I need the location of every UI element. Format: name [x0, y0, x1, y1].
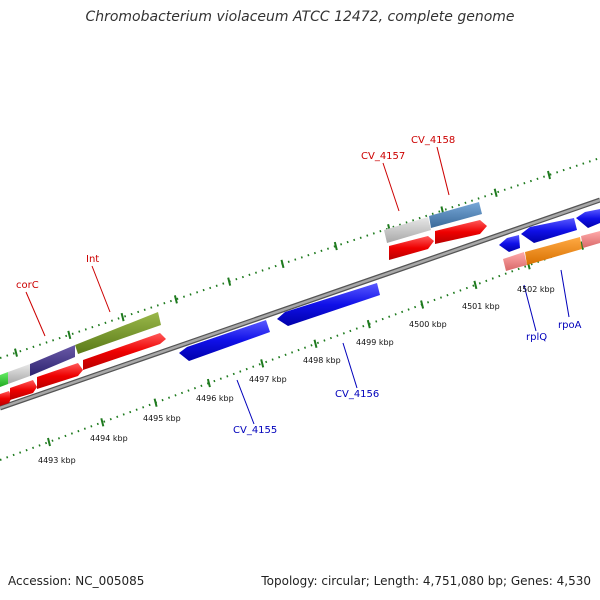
- major-tick: [333, 241, 338, 251]
- major-tick: [120, 312, 125, 322]
- forward-feature-row-outer: [0, 202, 482, 387]
- major-tick: [67, 330, 72, 340]
- feature-olive[interactable]: [75, 312, 161, 354]
- map-title: Chromobacterium violaceum ATCC 12472, co…: [85, 9, 515, 25]
- scale-label: 4495 kbp: [143, 414, 181, 423]
- scale-labels: 4493 kbp 4494 kbp 4495 kbp 4496 kbp 4497…: [38, 285, 555, 465]
- scale-label: 4498 kbp: [303, 356, 341, 365]
- major-tick: [206, 378, 211, 388]
- major-tick: [580, 241, 584, 250]
- major-tick: [153, 398, 158, 407]
- gene-labels: corC Int CV_4157 CV_4158 CV_4155 CV_4156…: [16, 135, 582, 436]
- forward-feature-row: [0, 220, 487, 406]
- major-tick: [100, 418, 105, 427]
- feature-blue-2[interactable]: [277, 283, 380, 326]
- gene-label-corc[interactable]: corC: [16, 280, 39, 291]
- scale-label: 4497 kbp: [249, 375, 287, 384]
- genome-backbone: [0, 197, 600, 411]
- accession-text: Accession: NC_005085: [8, 574, 145, 588]
- gene-label-cv4157[interactable]: CV_4157: [361, 151, 405, 162]
- major-tick: [473, 280, 478, 290]
- scale-label: 4493 kbp: [38, 456, 76, 465]
- scale-label: 4496 kbp: [196, 394, 234, 403]
- gene-label-cv4158[interactable]: CV_4158: [411, 135, 455, 146]
- major-tick: [493, 188, 498, 198]
- scale-label: 4494 kbp: [90, 434, 128, 443]
- feature-orange[interactable]: [525, 237, 582, 265]
- feature-gray-1[interactable]: [8, 364, 30, 384]
- reverse-feature-row-outer: [503, 231, 600, 271]
- reverse-feature-row: [179, 209, 600, 361]
- feature-steel[interactable]: [429, 202, 482, 228]
- gene-label-int[interactable]: Int: [86, 254, 99, 265]
- feature-purple[interactable]: [30, 345, 75, 376]
- major-tick: [14, 348, 18, 357]
- feature-red-1[interactable]: [0, 391, 12, 406]
- major-tick: [280, 259, 285, 269]
- feature-blue-1[interactable]: [179, 320, 270, 361]
- major-tick: [366, 319, 371, 329]
- gene-label-cv4156[interactable]: CV_4156: [335, 389, 379, 400]
- major-tick: [260, 359, 265, 368]
- major-tick: [420, 300, 425, 309]
- scale-label: 4499 kbp: [356, 338, 394, 347]
- feature-red-2[interactable]: [10, 380, 37, 400]
- major-tick: [47, 437, 51, 447]
- feature-blue-3[interactable]: [499, 235, 520, 252]
- scale-label: 4501 kbp: [462, 302, 500, 311]
- gene-label-rpoa[interactable]: rpoA: [558, 320, 582, 331]
- feature-pink-2[interactable]: [581, 231, 600, 248]
- feature-gray-2[interactable]: [384, 217, 431, 243]
- feature-red-4[interactable]: [83, 333, 166, 370]
- feature-red-6[interactable]: [435, 220, 487, 244]
- major-tick: [173, 295, 178, 304]
- feature-red-3[interactable]: [37, 363, 83, 389]
- feature-red-5[interactable]: [389, 236, 434, 260]
- feature-green[interactable]: [0, 372, 8, 387]
- gene-label-rplq[interactable]: rplQ: [526, 332, 547, 343]
- gene-label-cv4155[interactable]: CV_4155: [233, 425, 277, 436]
- scale-label: 4502 kbp: [517, 285, 555, 294]
- feature-blue-5[interactable]: [576, 209, 600, 228]
- genome-summary-text: Topology: circular; Length: 4,751,080 bp…: [261, 574, 591, 588]
- scale-label: 4500 kbp: [409, 320, 447, 329]
- callout-lines: [25, 146, 570, 425]
- feature-pink-1[interactable]: [503, 252, 527, 271]
- major-tick: [313, 339, 318, 349]
- feature-blue-4[interactable]: [521, 218, 577, 243]
- major-tick: [227, 277, 232, 286]
- major-tick: [547, 170, 551, 180]
